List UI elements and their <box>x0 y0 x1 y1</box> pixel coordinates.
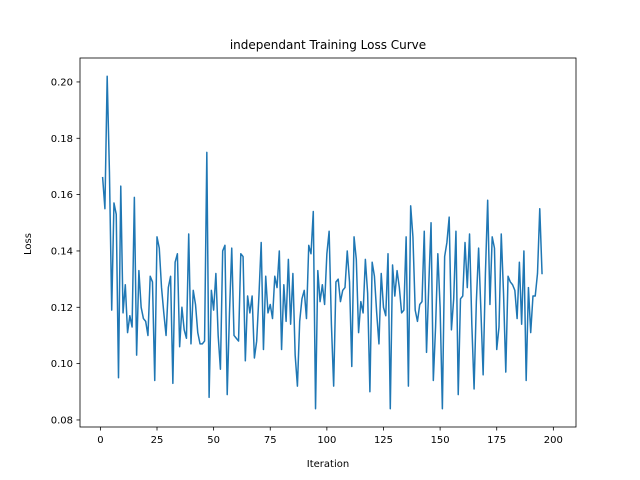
x-tick-label: 175 <box>487 435 506 446</box>
y-tick-label: 0.10 <box>51 359 73 370</box>
x-tick-label: 25 <box>151 435 164 446</box>
x-tick-label: 100 <box>317 435 336 446</box>
x-tick-label: 0 <box>97 435 103 446</box>
x-tick-label: 50 <box>207 435 220 446</box>
x-tick-label: 125 <box>374 435 393 446</box>
y-axis-label: Loss <box>23 233 34 255</box>
y-tick-label: 0.16 <box>51 190 73 201</box>
plot-frame <box>79 57 577 428</box>
y-tick-label: 0.08 <box>51 415 73 426</box>
plot-area: 0 25 50 75 100 125 150 175 200 0.08 0.10 0.12 0.14 0.… <box>51 57 577 446</box>
series-line-0 <box>101 75 543 410</box>
y-tick-label: 0.14 <box>51 246 73 257</box>
chart-title: independant Training Loss Curve <box>230 38 426 52</box>
y-tick-label: 0.18 <box>51 134 73 145</box>
x-axis-label: Iteration <box>307 459 349 470</box>
y-tick-label: 0.20 <box>51 77 73 88</box>
x-tick-label: 200 <box>544 435 563 446</box>
x-tick-label: 150 <box>431 435 450 446</box>
x-tick-label: 75 <box>264 435 277 446</box>
y-tick-label: 0.12 <box>51 303 73 314</box>
